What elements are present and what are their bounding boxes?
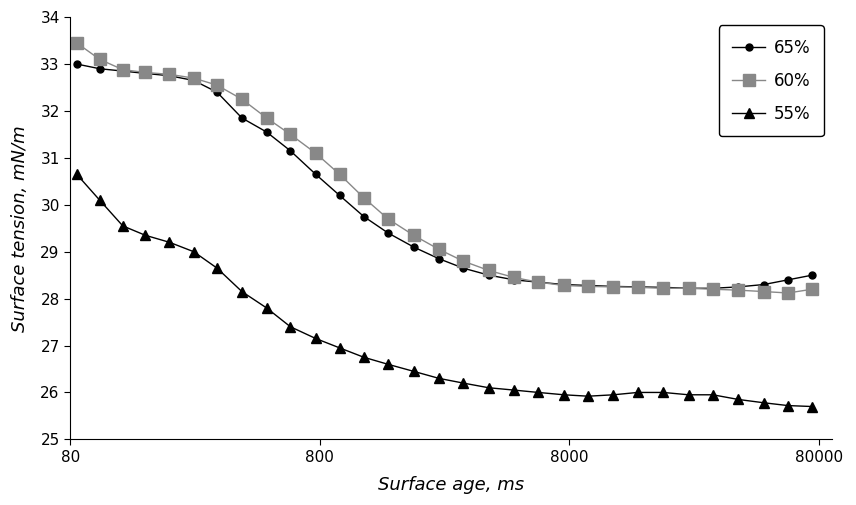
65% (359, 214, 369, 220)
65% (633, 284, 643, 290)
55% (509, 387, 520, 393)
60% (583, 283, 593, 289)
65% (559, 281, 569, 287)
60% (383, 216, 393, 222)
55% (683, 392, 693, 398)
55% (164, 239, 175, 245)
65% (533, 279, 544, 285)
65% (583, 282, 593, 288)
65% (94, 66, 104, 72)
65% (408, 244, 419, 250)
55% (658, 389, 669, 395)
55% (609, 392, 619, 398)
65% (311, 171, 321, 177)
65% (609, 283, 619, 289)
Legend: 65%, 60%, 55%: 65%, 60%, 55% (719, 25, 823, 136)
65% (708, 285, 718, 291)
60% (311, 150, 321, 156)
65% (658, 284, 669, 290)
65% (117, 68, 128, 74)
55% (212, 265, 223, 271)
65% (237, 115, 247, 121)
60% (335, 171, 345, 177)
60% (94, 56, 104, 62)
60% (285, 131, 295, 137)
60% (609, 284, 619, 290)
55% (758, 400, 769, 406)
60% (212, 82, 223, 88)
55% (708, 392, 718, 398)
Y-axis label: Surface tension, mN/m: Surface tension, mN/m (11, 125, 29, 332)
65% (72, 61, 82, 67)
60% (72, 40, 82, 46)
65% (783, 277, 794, 283)
60% (188, 75, 199, 81)
55% (237, 288, 247, 294)
55% (807, 403, 817, 410)
65% (683, 285, 693, 291)
60% (164, 71, 175, 77)
60% (434, 246, 444, 252)
60% (758, 288, 769, 294)
65% (458, 265, 468, 271)
55% (188, 248, 199, 255)
60% (140, 70, 151, 76)
55% (484, 385, 494, 391)
60% (484, 268, 494, 274)
60% (237, 96, 247, 102)
60% (408, 232, 419, 238)
55% (533, 389, 544, 395)
55% (783, 402, 794, 409)
55% (408, 368, 419, 374)
55% (633, 389, 643, 395)
55% (94, 197, 104, 203)
60% (509, 275, 520, 281)
55% (262, 305, 272, 311)
Line: 55%: 55% (72, 169, 817, 412)
65% (335, 192, 345, 198)
60% (262, 115, 272, 121)
65% (758, 281, 769, 287)
60% (359, 195, 369, 201)
65% (734, 284, 744, 290)
60% (807, 286, 817, 292)
60% (458, 258, 468, 264)
55% (434, 375, 444, 381)
65% (140, 70, 151, 76)
60% (533, 279, 544, 285)
Line: 65%: 65% (74, 61, 816, 292)
55% (734, 396, 744, 402)
65% (383, 230, 393, 236)
55% (383, 361, 393, 367)
60% (683, 285, 693, 291)
65% (188, 77, 199, 83)
65% (262, 129, 272, 135)
65% (434, 256, 444, 262)
55% (559, 392, 569, 398)
65% (484, 272, 494, 278)
Line: 60%: 60% (71, 37, 817, 298)
60% (117, 67, 128, 73)
65% (285, 148, 295, 154)
65% (212, 89, 223, 95)
60% (658, 285, 669, 291)
65% (509, 277, 520, 283)
55% (72, 171, 82, 177)
55% (140, 232, 151, 238)
55% (359, 354, 369, 360)
55% (458, 380, 468, 386)
55% (311, 335, 321, 341)
55% (583, 393, 593, 399)
60% (633, 284, 643, 290)
55% (335, 345, 345, 351)
X-axis label: Surface age, ms: Surface age, ms (378, 476, 524, 494)
60% (734, 287, 744, 293)
60% (708, 286, 718, 292)
55% (285, 324, 295, 330)
65% (807, 272, 817, 278)
60% (783, 290, 794, 296)
55% (117, 223, 128, 229)
65% (164, 73, 175, 79)
60% (559, 282, 569, 288)
